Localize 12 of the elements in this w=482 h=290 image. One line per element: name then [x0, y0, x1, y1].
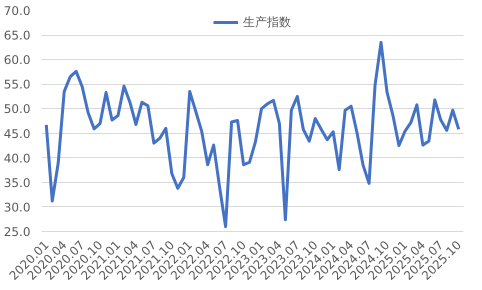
- y-tick-label: 30.0: [4, 200, 30, 214]
- y-tick-label: 70.0: [4, 4, 30, 18]
- y-tick-label: 40.0: [4, 151, 30, 166]
- y-tick-label: 65.0: [4, 28, 30, 43]
- line-series: [44, 40, 460, 228]
- y-tick-label: 25.0: [4, 225, 30, 239]
- y-tick-label: 50.0: [4, 102, 30, 116]
- y-tick-label: 60.0: [4, 53, 30, 68]
- y-tick-label: 45.0: [4, 126, 30, 141]
- y-tick-label: 55.0: [4, 78, 30, 92]
- legend-label: 生产指数: [243, 14, 291, 30]
- y-tick-label: 35.0: [4, 176, 30, 190]
